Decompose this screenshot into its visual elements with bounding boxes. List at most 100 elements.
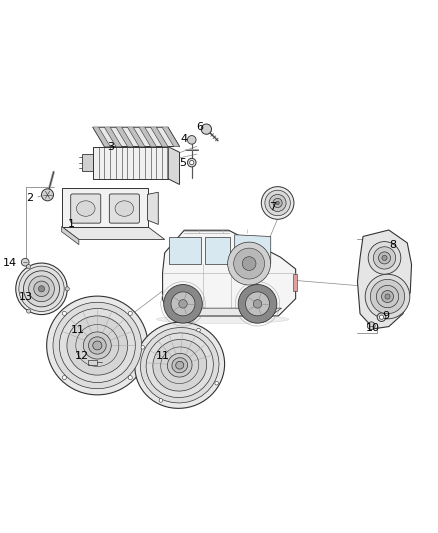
Polygon shape	[293, 274, 297, 290]
Text: 6: 6	[196, 123, 203, 132]
Circle shape	[27, 264, 31, 269]
Circle shape	[39, 286, 45, 292]
Polygon shape	[104, 127, 122, 147]
Ellipse shape	[135, 322, 225, 408]
Circle shape	[190, 160, 194, 165]
Circle shape	[265, 190, 290, 216]
Polygon shape	[205, 237, 230, 264]
Circle shape	[34, 281, 49, 296]
Circle shape	[246, 292, 269, 316]
Ellipse shape	[146, 333, 213, 398]
Circle shape	[228, 242, 271, 285]
Ellipse shape	[115, 201, 134, 216]
Polygon shape	[235, 235, 271, 264]
Circle shape	[378, 252, 391, 264]
Circle shape	[381, 290, 393, 303]
Circle shape	[373, 247, 396, 269]
Circle shape	[238, 285, 277, 323]
Polygon shape	[148, 192, 158, 224]
Text: 8: 8	[389, 240, 396, 250]
Polygon shape	[93, 127, 180, 147]
Circle shape	[21, 259, 29, 266]
Circle shape	[377, 313, 386, 321]
Ellipse shape	[88, 337, 106, 354]
Circle shape	[187, 158, 196, 167]
Text: 12: 12	[74, 351, 89, 361]
Polygon shape	[88, 360, 97, 365]
Circle shape	[269, 195, 286, 212]
Polygon shape	[175, 308, 282, 316]
Polygon shape	[151, 127, 168, 147]
Circle shape	[379, 315, 384, 319]
Circle shape	[24, 271, 60, 307]
Text: 7: 7	[269, 202, 276, 212]
Circle shape	[62, 376, 67, 379]
Ellipse shape	[153, 340, 207, 391]
Circle shape	[273, 198, 282, 207]
Circle shape	[253, 300, 262, 308]
Circle shape	[128, 311, 132, 316]
Polygon shape	[168, 147, 180, 184]
Circle shape	[179, 300, 187, 308]
Circle shape	[187, 135, 196, 144]
Ellipse shape	[59, 309, 135, 383]
Circle shape	[141, 345, 145, 349]
Ellipse shape	[156, 315, 289, 324]
Text: 14: 14	[3, 258, 17, 268]
Text: 9: 9	[382, 311, 389, 321]
Polygon shape	[93, 127, 110, 147]
Ellipse shape	[141, 327, 219, 403]
Text: 10: 10	[365, 323, 379, 333]
Circle shape	[215, 381, 219, 385]
Text: 11: 11	[71, 325, 85, 335]
Polygon shape	[62, 227, 79, 245]
Circle shape	[42, 189, 53, 201]
Circle shape	[28, 276, 54, 302]
Circle shape	[276, 201, 279, 205]
Circle shape	[128, 376, 132, 379]
Circle shape	[385, 294, 390, 299]
Text: 3: 3	[107, 142, 114, 152]
Ellipse shape	[93, 341, 102, 350]
Polygon shape	[169, 237, 201, 264]
Circle shape	[368, 241, 401, 274]
FancyBboxPatch shape	[110, 194, 139, 223]
Polygon shape	[62, 227, 165, 239]
Ellipse shape	[176, 361, 184, 369]
Circle shape	[164, 285, 202, 323]
Circle shape	[65, 287, 69, 291]
FancyBboxPatch shape	[71, 194, 101, 223]
Circle shape	[197, 328, 200, 332]
Circle shape	[16, 263, 67, 314]
Ellipse shape	[53, 302, 141, 389]
Circle shape	[382, 255, 387, 261]
Circle shape	[371, 279, 405, 314]
Polygon shape	[162, 230, 296, 316]
Circle shape	[201, 124, 212, 134]
Polygon shape	[62, 188, 148, 227]
Ellipse shape	[67, 316, 128, 375]
Text: 11: 11	[156, 351, 170, 361]
Polygon shape	[139, 127, 156, 147]
Text: 2: 2	[26, 193, 33, 203]
Polygon shape	[357, 230, 412, 329]
Circle shape	[233, 248, 265, 279]
Text: 1: 1	[67, 219, 74, 229]
Circle shape	[376, 285, 399, 308]
Circle shape	[171, 292, 195, 316]
Ellipse shape	[172, 358, 187, 373]
Text: 4: 4	[180, 134, 187, 143]
Polygon shape	[93, 147, 168, 179]
Text: 5: 5	[179, 158, 186, 167]
Circle shape	[261, 187, 294, 219]
Polygon shape	[127, 127, 145, 147]
Polygon shape	[162, 127, 180, 147]
Ellipse shape	[83, 332, 111, 359]
Polygon shape	[82, 154, 93, 171]
Circle shape	[159, 399, 163, 402]
Polygon shape	[116, 127, 133, 147]
Ellipse shape	[167, 353, 192, 377]
Ellipse shape	[76, 201, 95, 216]
Text: 13: 13	[19, 292, 33, 302]
Circle shape	[365, 274, 410, 319]
